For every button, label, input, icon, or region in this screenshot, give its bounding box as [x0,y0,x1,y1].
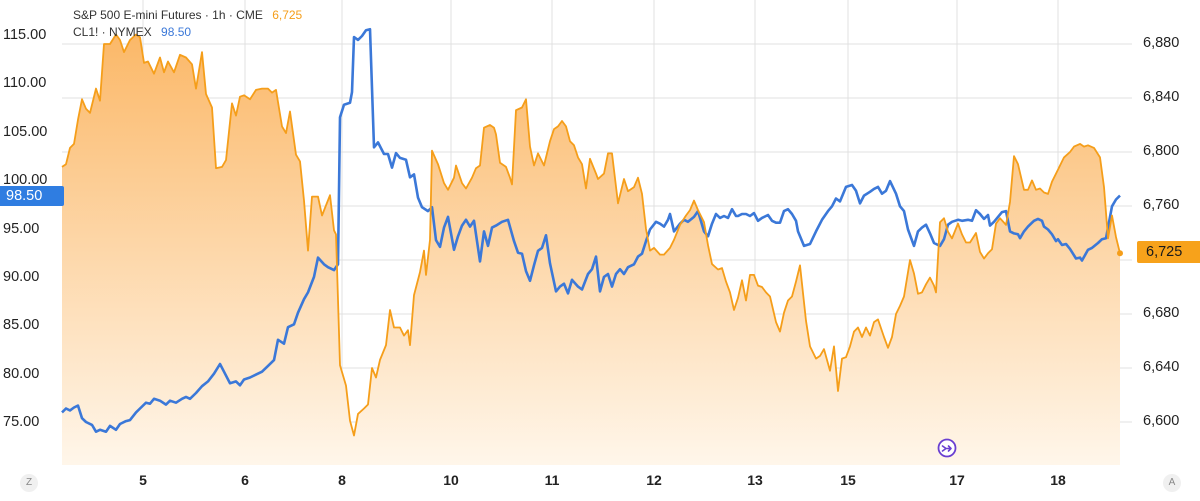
time-axis-tick: 10 [443,472,459,488]
time-axis-tick: 8 [338,472,346,488]
legend-row-cl[interactable]: CL1! · NYMEX 98.50 [73,24,302,41]
left-axis-tick: 75.00 [3,414,40,430]
right-axis-tick: 6,640 [1143,359,1180,375]
left-axis-tick: 90.00 [3,268,40,285]
legend-es-label: S&P 500 E-mini Futures · 1h · CME [73,8,263,22]
left-axis-tick: 110.00 [3,75,47,92]
legend-cl-value: 98.50 [161,25,192,39]
time-axis-tick: 17 [949,472,965,488]
left-axis-tick: 85.00 [3,317,40,334]
time-axis-tick: 6 [241,472,249,488]
cl-line [61,27,1121,433]
right-axis-tick: 6,680 [1143,305,1180,321]
legend-cl-label: CL1! · NYMEX [73,25,152,39]
left-axis-tick: 105.00 [3,123,48,140]
right-axis-tick: 6,880 [1143,35,1180,51]
auto-scale-button[interactable]: A [1163,474,1181,492]
es-line [61,33,1121,437]
left-axis-tick: 115.00 [3,27,47,43]
time-axis-tick: 12 [646,472,662,488]
left-axis-tick: 80.00 [3,365,40,382]
es-last-point [1117,250,1123,257]
time-axis-tick: 5 [139,472,147,488]
legend: S&P 500 E-mini Futures · 1h · CME 6,725 … [73,7,302,41]
es-area-fill [62,34,1120,465]
left-axis-tick: 95.00 [3,220,40,237]
time-axis-tick: 13 [747,472,763,488]
cl-last-price-badge: 98.50 [0,186,64,206]
time-axis-zoom-button[interactable]: Z [20,474,38,492]
left-axis-tick: 100.00 [3,172,48,189]
right-axis-tick: 6,600 [1143,413,1180,429]
time-axis-tick: 15 [840,472,856,488]
right-axis-tick: 6,840 [1143,89,1180,105]
right-axis-tick: 6,800 [1143,143,1180,159]
legend-es-value: 6,725 [272,8,303,22]
right-axis-tick: 6,760 [1143,197,1180,213]
economic-event-icon[interactable] [937,438,957,458]
time-axis-tick: 18 [1050,472,1066,488]
legend-row-es[interactable]: S&P 500 E-mini Futures · 1h · CME 6,725 [73,7,302,24]
time-axis-tick: 11 [544,472,560,488]
es-last-price-badge: 6,725 [1137,241,1200,263]
